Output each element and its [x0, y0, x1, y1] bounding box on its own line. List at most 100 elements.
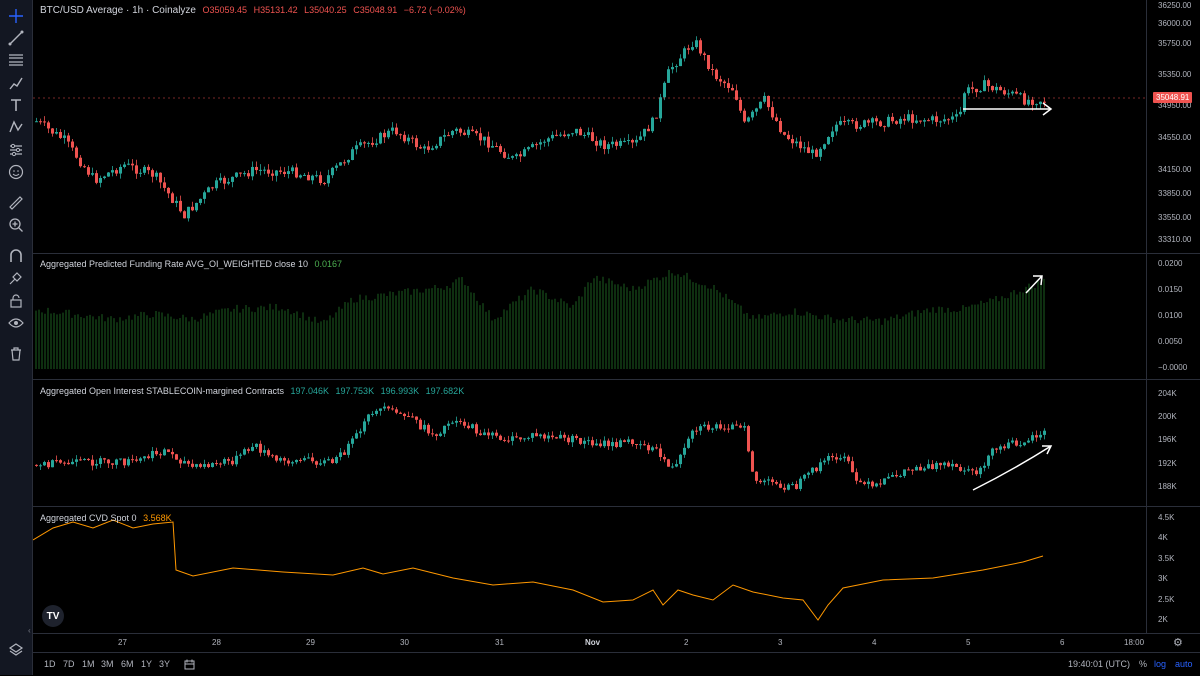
- range-3m-button[interactable]: 3M: [101, 659, 114, 669]
- candle-body: [843, 120, 846, 122]
- candle-body: [299, 459, 302, 461]
- symbol-title[interactable]: BTC/USD Average · 1h · Coinalyze: [40, 5, 196, 16]
- range-1y-button[interactable]: 1Y: [141, 659, 153, 669]
- candle-body: [743, 426, 746, 428]
- candle-body: [467, 129, 470, 135]
- candle-body: [1023, 442, 1026, 446]
- candle-body: [83, 458, 86, 460]
- candle-body: [971, 87, 974, 89]
- candle-body: [1039, 101, 1042, 105]
- arrow-annotation: [972, 445, 1053, 491]
- candle-body: [279, 170, 282, 172]
- range-6m-button[interactable]: 6M: [121, 659, 134, 669]
- settings-gear-icon[interactable]: ⚙: [1173, 637, 1183, 649]
- candle-body: [579, 128, 582, 136]
- candle-body: [1015, 91, 1018, 94]
- funding-title[interactable]: Aggregated Predicted Funding Rate AVG_OI…: [40, 259, 308, 269]
- candle-body: [855, 472, 858, 481]
- tradingview-logo[interactable]: TV: [42, 605, 64, 627]
- candle-body: [475, 131, 478, 134]
- pattern-icon[interactable]: [6, 117, 26, 137]
- trash-icon[interactable]: [6, 344, 26, 364]
- candle-body: [915, 466, 918, 471]
- fib-icon[interactable]: [6, 50, 26, 70]
- candle-body: [111, 463, 114, 465]
- candle-body: [443, 135, 446, 137]
- candle-body: [451, 422, 454, 424]
- candle-body: [575, 128, 578, 134]
- range-3y-button[interactable]: 3Y: [159, 659, 171, 669]
- candle-body: [479, 133, 482, 141]
- candle-body: [239, 454, 242, 456]
- auto-toggle[interactable]: auto: [1175, 659, 1193, 669]
- candle-body: [907, 469, 910, 471]
- range-7d-button[interactable]: 7D: [63, 659, 75, 669]
- candle-body: [247, 173, 250, 177]
- candle-body: [539, 434, 542, 437]
- candle-body: [491, 432, 494, 436]
- candle-body: [815, 467, 818, 472]
- time-axis-label: 31: [495, 638, 504, 647]
- candle-body: [243, 449, 246, 455]
- brush-icon[interactable]: [6, 73, 26, 93]
- oi-axis-label: 204K: [1158, 389, 1177, 398]
- candle-body: [767, 479, 770, 481]
- pane-divider[interactable]: [33, 253, 1200, 254]
- candle-body: [715, 424, 718, 429]
- candle-body: [947, 119, 950, 121]
- zoom-in-icon[interactable]: [6, 215, 26, 235]
- candle-body: [207, 187, 210, 193]
- candle-body: [955, 114, 958, 117]
- candle-body: [291, 167, 294, 172]
- percent-toggle[interactable]: %: [1139, 659, 1148, 669]
- candle-body: [263, 450, 266, 453]
- time-axis-label: 27: [118, 638, 127, 647]
- utc-clock[interactable]: 19:40:01 (UTC): [1068, 659, 1131, 669]
- candle-body: [343, 452, 346, 455]
- cvd-title[interactable]: Aggregated CVD Spot 0: [40, 513, 137, 523]
- candle-body: [799, 478, 802, 489]
- candle-body: [231, 176, 234, 182]
- oi-title[interactable]: Aggregated Open Interest STABLECOIN-marg…: [40, 386, 284, 396]
- candle-body: [939, 462, 942, 466]
- pane-divider[interactable]: [33, 506, 1200, 507]
- crosshair-icon[interactable]: [6, 6, 26, 26]
- log-toggle[interactable]: log: [1154, 659, 1167, 669]
- candle-body: [927, 120, 930, 122]
- price-scale-border: [1146, 0, 1147, 633]
- cvd-axis-label: 2.5K: [1158, 595, 1175, 604]
- candle-body: [951, 463, 954, 467]
- ruler-icon[interactable]: [6, 193, 26, 213]
- candle-body: [735, 90, 738, 100]
- range-1d-button[interactable]: 1D: [44, 659, 56, 669]
- pane-divider[interactable]: [33, 379, 1200, 380]
- time-axis-label: 30: [400, 638, 409, 647]
- emoji-icon[interactable]: [6, 162, 26, 182]
- range-1m-button[interactable]: 1M: [82, 659, 95, 669]
- magnet-icon[interactable]: [6, 246, 26, 266]
- measure-settings-icon[interactable]: [6, 140, 26, 160]
- candle-body: [663, 82, 666, 98]
- lock-drawing-icon[interactable]: [6, 268, 26, 288]
- eye-icon[interactable]: [6, 313, 26, 333]
- lock-icon[interactable]: [6, 291, 26, 311]
- candle-body: [359, 431, 362, 434]
- price-axis-label: 33550.00: [1158, 213, 1192, 222]
- candle-body: [387, 406, 390, 409]
- candle-body: [619, 440, 622, 447]
- candle-body: [891, 475, 894, 477]
- collapse-toolbar-icon[interactable]: ‹: [28, 626, 31, 635]
- candle-body: [739, 99, 742, 111]
- candle-body: [287, 460, 290, 464]
- text-icon[interactable]: [6, 95, 26, 115]
- candle-body: [643, 128, 646, 137]
- trend-line-icon[interactable]: [6, 28, 26, 48]
- candle-body: [883, 478, 886, 485]
- layers-icon[interactable]: [6, 640, 26, 660]
- candle-body: [179, 459, 182, 464]
- candle-body: [671, 67, 674, 70]
- candle-body: [583, 134, 586, 136]
- candle-body: [639, 444, 642, 446]
- chart-canvas[interactable]: [33, 0, 1200, 633]
- goto-date-icon[interactable]: [184, 659, 195, 672]
